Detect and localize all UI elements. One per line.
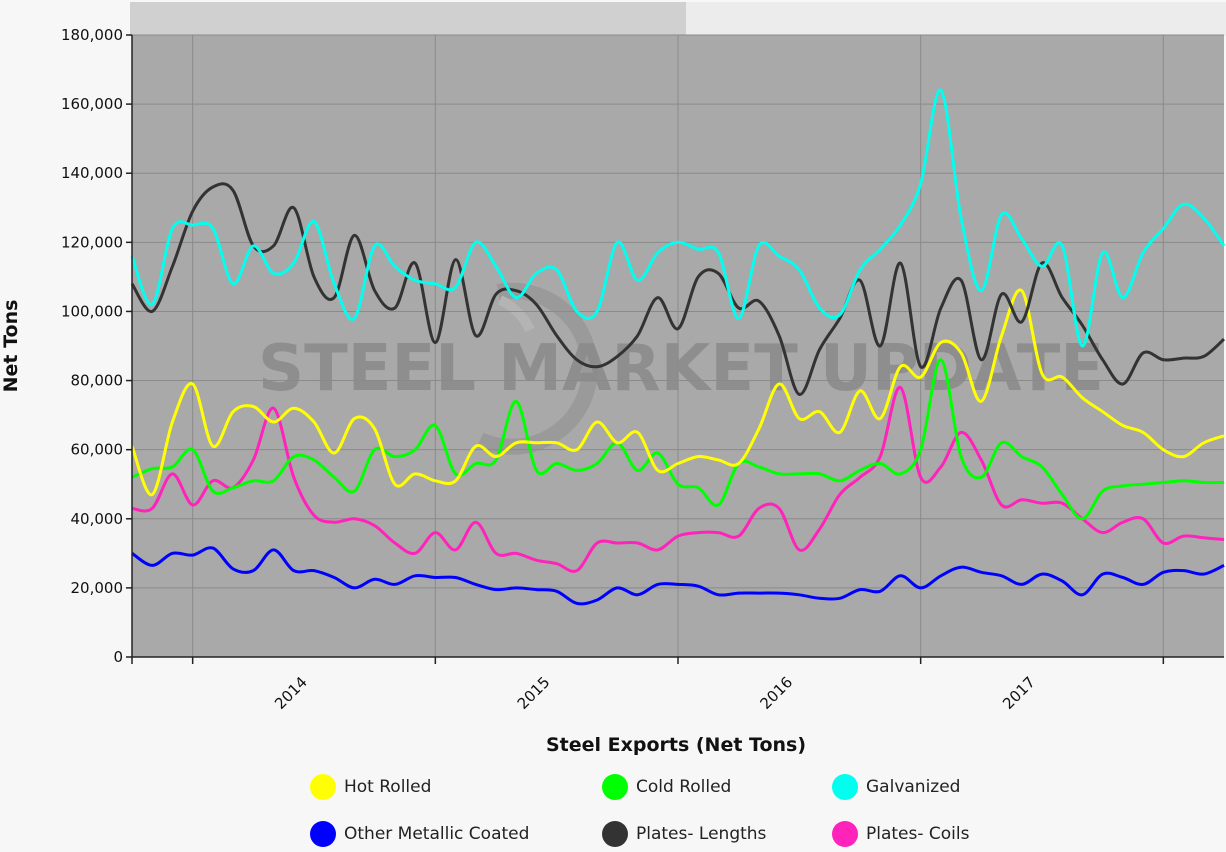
- series-line-cold-rolled[interactable]: [131, 358, 1225, 521]
- legend-swatch: [602, 821, 628, 847]
- legend-item-other-metallic-coated[interactable]: Other Metallic Coated: [310, 821, 529, 847]
- x-ticks: 2014 2015 2016 2017: [131, 657, 1165, 713]
- y-tick-label: 40,000: [71, 510, 124, 528]
- series-line-other-metallic-coated[interactable]: [131, 546, 1225, 606]
- scroll-thumb[interactable]: [130, 2, 686, 36]
- y-tick-label: 80,000: [71, 372, 124, 390]
- legend-swatch: [602, 774, 628, 800]
- y-tick-label: 140,000: [61, 164, 123, 182]
- legend-label: Other Metallic Coated: [344, 824, 530, 844]
- y-ticks: 0 20,000 40,000 60,000 80,000 100,000 120,000 1…: [61, 26, 132, 666]
- y-tick-label: 180,000: [61, 26, 123, 44]
- y-tick-label: 120,000: [61, 233, 123, 251]
- legend-item-plates-lengths[interactable]: Plates- Lengths: [602, 821, 766, 847]
- legend-swatch: [310, 821, 336, 847]
- y-axis-title: Net Tons: [0, 300, 22, 393]
- grid: [132, 34, 1224, 657]
- x-tick-label: 2017: [999, 673, 1039, 713]
- legend-label: Cold Rolled: [636, 777, 732, 797]
- y-tick-label: 160,000: [61, 95, 123, 113]
- legend-label: Plates- Lengths: [636, 824, 767, 844]
- series-line-plates-lengths[interactable]: [130, 182, 1226, 396]
- x-axis-title: Steel Exports (Net Tons): [546, 734, 806, 756]
- legend-label: Galvanized: [866, 777, 961, 797]
- series-line-hot-rolled[interactable]: [130, 288, 1225, 497]
- legend-swatch: [832, 821, 858, 847]
- legend-item-plates-coils[interactable]: Plates- Coils: [832, 821, 970, 847]
- y-tick-label: 100,000: [61, 302, 123, 320]
- legend-item-hot-rolled[interactable]: Hot Rolled: [310, 774, 431, 800]
- legend-label: Hot Rolled: [344, 777, 432, 797]
- x-tick-label: 2015: [514, 673, 554, 713]
- legend-swatch: [832, 774, 858, 800]
- legend-swatch: [310, 774, 336, 800]
- legend: Hot Rolled Cold Rolled Galvanized Other Met…: [300, 768, 1060, 848]
- series-layer: [130, 88, 1226, 606]
- legend-item-galvanized[interactable]: Galvanized: [832, 774, 960, 800]
- legend-label: Plates- Coils: [866, 824, 970, 844]
- series-line-galvanized[interactable]: [130, 88, 1226, 348]
- legend-item-cold-rolled[interactable]: Cold Rolled: [602, 774, 731, 800]
- x-tick-label: 2016: [756, 673, 796, 713]
- y-tick-label: 0: [113, 648, 123, 666]
- y-tick-label: 20,000: [71, 579, 124, 597]
- watermark-text: STEEL MARKET UPDATE: [258, 332, 1104, 406]
- series-line-plates-coils[interactable]: [131, 385, 1225, 573]
- y-tick-label: 60,000: [71, 441, 124, 459]
- watermark-logo: [476, 282, 598, 455]
- x-tick-label: 2014: [271, 673, 311, 713]
